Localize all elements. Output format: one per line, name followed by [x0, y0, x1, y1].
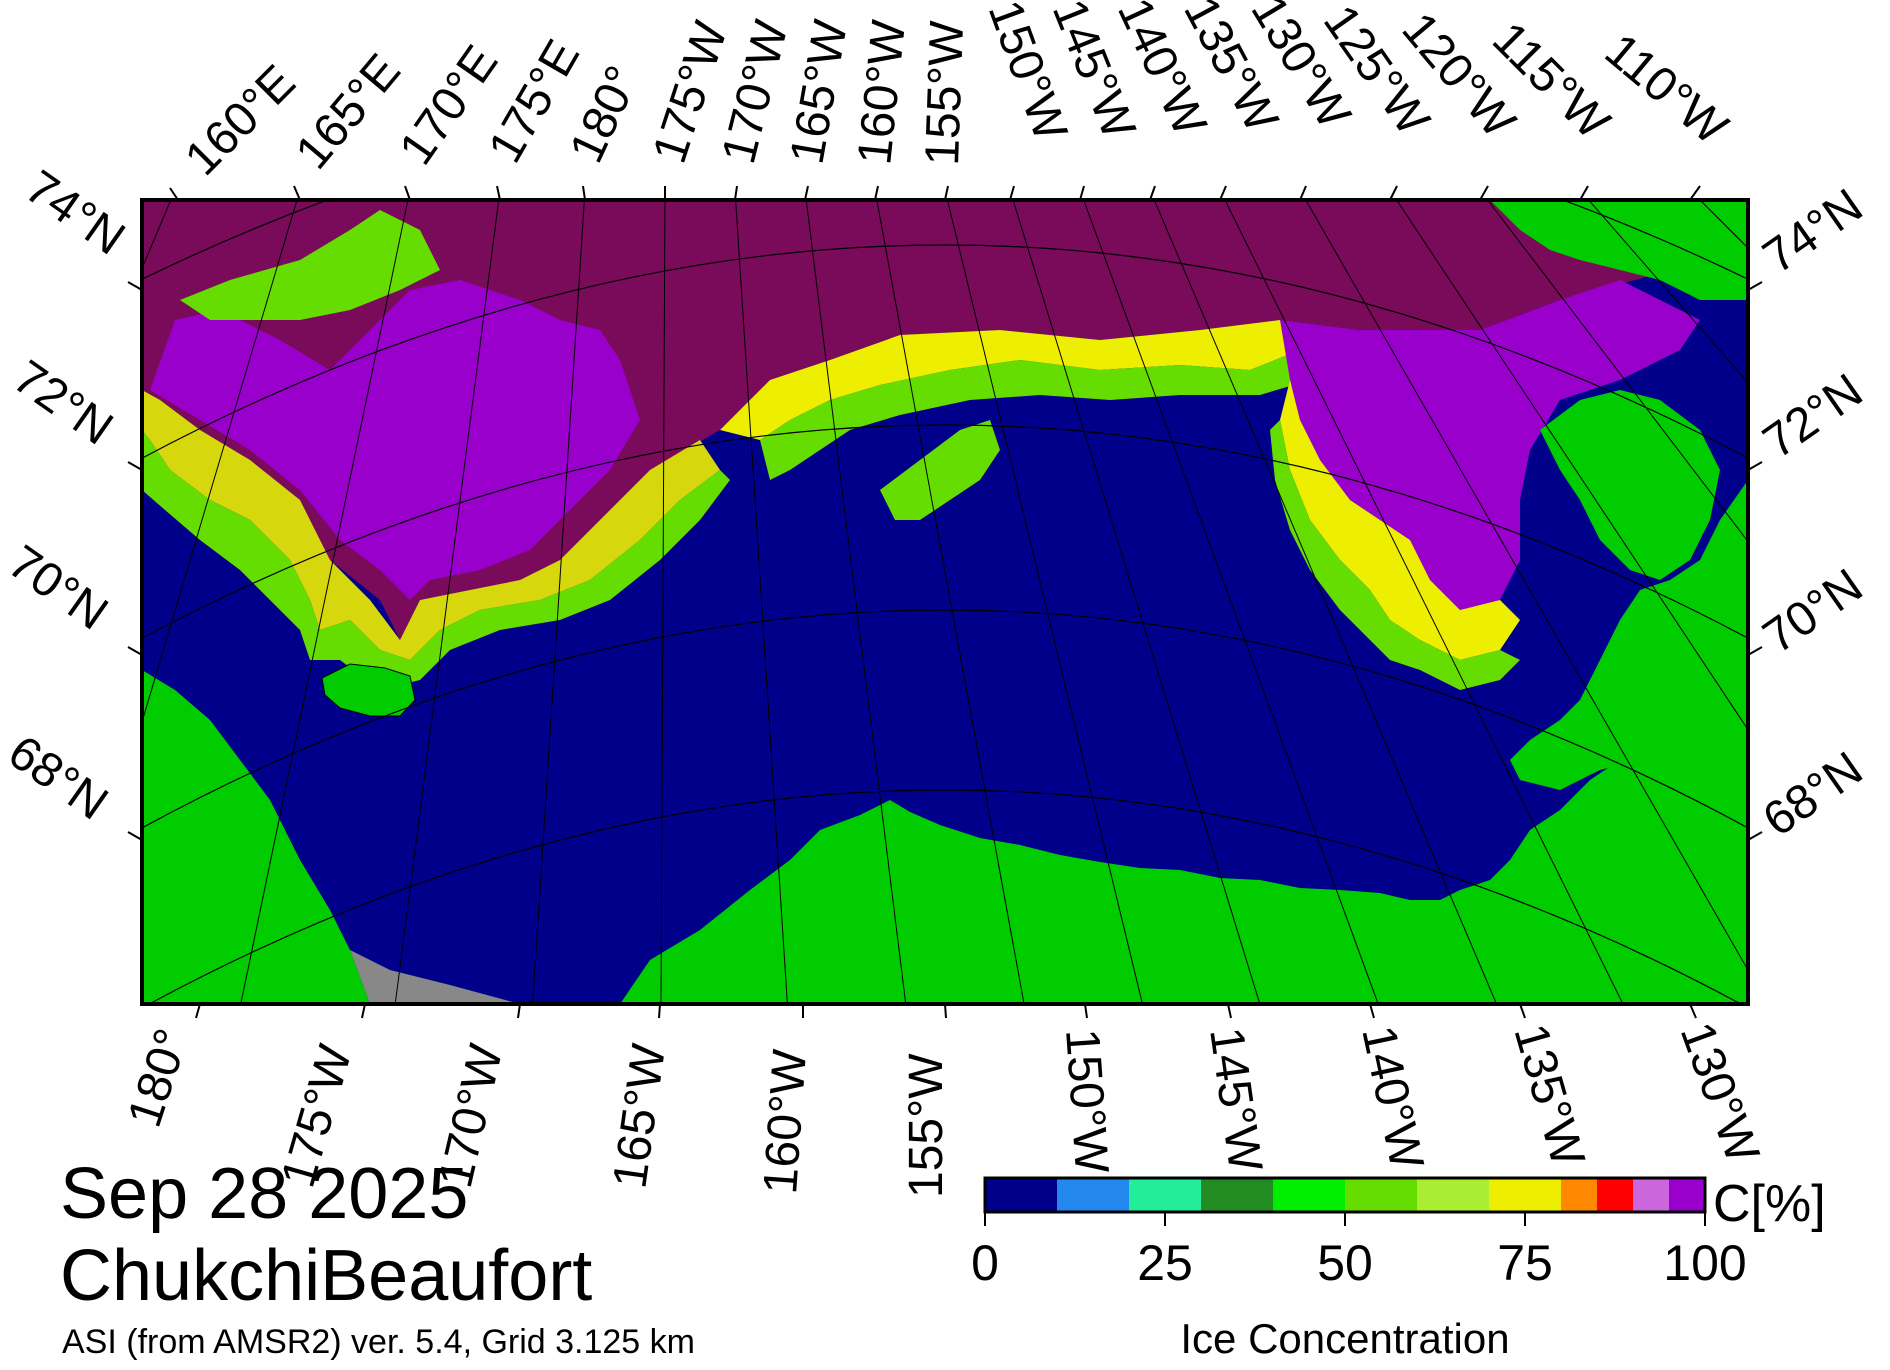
left-lat-label: 68°N	[0, 726, 117, 831]
colorbar-title: Ice Concentration	[1180, 1315, 1510, 1362]
colorbar-ticks: 0 25 50 75 100	[971, 1212, 1747, 1291]
date-title: Sep 28 2025	[60, 1154, 469, 1234]
left-lat-label: 74°N	[16, 161, 134, 266]
left-lat-label: 70°N	[0, 536, 117, 641]
bottom-lon-label: 160°W	[754, 1047, 817, 1196]
top-lon-label: 165°E	[286, 44, 411, 179]
top-lon-label: 155°W	[916, 19, 974, 166]
colorbar-bin	[985, 1178, 1057, 1212]
land-northeast	[1490, 200, 1748, 300]
bottom-lon-label: 145°W	[1199, 1024, 1272, 1175]
high-ice-west	[150, 280, 640, 600]
land-canada-east	[1510, 480, 1748, 790]
high-ice-east	[1280, 280, 1700, 610]
top-lon-label: 110°W	[1595, 24, 1738, 156]
ice-edge-west	[142, 390, 720, 660]
map-area	[142, 200, 1748, 1004]
top-lon-label: 170°E	[390, 36, 509, 174]
source-caption: ASI (from AMSR2) ver. 5.4, Grid 3.125 km	[62, 1323, 695, 1361]
colorbar-bin	[1489, 1178, 1561, 1212]
colorbar-tick-label: 50	[1317, 1235, 1373, 1291]
right-lat-label: 72°N	[1754, 364, 1872, 469]
bottom-lon-label: 140°W	[1351, 1021, 1433, 1174]
right-lat-label: 74°N	[1754, 179, 1872, 284]
bottom-lon-label: 155°W	[900, 1053, 953, 1198]
ice-margin-central	[720, 320, 1300, 440]
ice-edge-east	[1280, 380, 1520, 660]
right-latitude-labels: 74°N 72°N 70°N 68°N	[1754, 179, 1872, 847]
bottom-lon-label: 130°W	[1670, 1016, 1769, 1171]
colorbar-bin	[1129, 1178, 1201, 1212]
right-lat-label: 68°N	[1754, 742, 1872, 847]
colorbar-bin	[1561, 1178, 1597, 1212]
land-banks-island	[1540, 390, 1720, 580]
colorbar-bin	[1273, 1178, 1345, 1212]
ice-margin-east-green	[1270, 420, 1520, 690]
ice-margin-west-green	[142, 430, 730, 690]
left-lat-label: 72°N	[4, 351, 122, 456]
bottom-lon-label: 135°W	[1503, 1018, 1594, 1172]
colorbar: 0 25 50 75 100	[971, 1176, 1747, 1291]
no-data-area	[350, 950, 520, 1004]
colorbar-tick-label: 100	[1663, 1235, 1746, 1291]
colorbar-bins	[985, 1178, 1705, 1212]
colorbar-bin	[1633, 1178, 1669, 1212]
bottom-lon-label: 150°W	[1055, 1027, 1118, 1176]
right-lat-label: 70°N	[1754, 559, 1872, 664]
colorbar-bin	[1057, 1178, 1129, 1212]
colorbar-unit: C[%]	[1713, 1175, 1826, 1233]
top-lon-label: 160°E	[175, 55, 305, 185]
colorbar-bin	[1669, 1178, 1705, 1212]
land-chukotka	[142, 670, 370, 1004]
colorbar-tick-label: 0	[971, 1235, 999, 1291]
top-lon-label: 160°W	[848, 17, 916, 167]
meridian-lines	[142, 200, 1748, 1004]
left-latitude-labels: 74°N 72°N 70°N 68°N	[0, 161, 134, 831]
colorbar-bin	[1201, 1178, 1273, 1212]
colorbar-bin	[1417, 1178, 1489, 1212]
colorbar-bin	[1597, 1178, 1633, 1212]
region-title: ChukchiBeaufort	[60, 1236, 593, 1316]
colorbar-bin	[1345, 1178, 1417, 1212]
ice-tongue-northwest	[180, 210, 440, 320]
bottom-lon-label: 165°W	[603, 1040, 676, 1191]
colorbar-tick-label: 25	[1137, 1235, 1193, 1291]
bottom-lon-label: 180°	[118, 1023, 199, 1134]
frame-ticks	[127, 185, 1763, 1019]
top-longitude-labels: 160°E 165°E 170°E 175°E 180° 175°W 170°W…	[175, 0, 1737, 186]
ice-floe-island	[880, 420, 1000, 520]
ice-margin-central-green	[760, 350, 1310, 480]
latitude-lines	[142, 200, 1748, 1004]
colorbar-tick-label: 75	[1497, 1235, 1553, 1291]
